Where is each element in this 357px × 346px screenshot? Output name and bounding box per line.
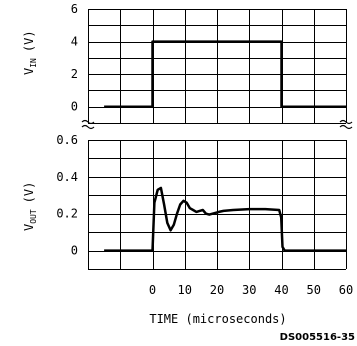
vout-tick-label: 0 bbox=[71, 244, 78, 258]
vin-tick-labels: 6 4 2 0 bbox=[71, 2, 78, 114]
time-tick-label: 40 bbox=[274, 283, 288, 297]
vin-trace bbox=[104, 40, 346, 108]
axis-break-right-icon bbox=[339, 119, 353, 130]
time-tick-label: 60 bbox=[339, 283, 353, 297]
time-tick-label: 30 bbox=[242, 283, 256, 297]
time-tick-label: 0 bbox=[149, 283, 156, 297]
vin-axis-label: VIN(V) bbox=[22, 30, 38, 75]
vout-axis-label: VOUT(V) bbox=[22, 182, 38, 231]
vout-tick-label: 0.4 bbox=[56, 170, 78, 184]
lower-panel-grid bbox=[88, 140, 347, 270]
document-code: DS005516-35 bbox=[280, 332, 355, 343]
vin-tick-label: 0 bbox=[71, 100, 78, 114]
time-tick-label: 20 bbox=[210, 283, 224, 297]
vin-tick-label: 2 bbox=[71, 67, 78, 81]
time-tick-label: 50 bbox=[307, 283, 321, 297]
vout-trace bbox=[104, 186, 346, 252]
time-tick-label: 10 bbox=[178, 283, 192, 297]
upper-panel-grid bbox=[88, 9, 347, 124]
vout-tick-labels: 0.6 0.4 0.2 0 bbox=[56, 133, 78, 258]
vout-tick-label: 0.6 bbox=[56, 133, 78, 147]
time-tick-labels: 0 10 20 30 40 50 60 bbox=[149, 283, 353, 297]
time-axis-label: TIME (microseconds) bbox=[149, 312, 286, 326]
vin-tick-label: 6 bbox=[71, 2, 78, 16]
vout-tick-label: 0.2 bbox=[56, 207, 78, 221]
vin-tick-label: 4 bbox=[71, 35, 78, 49]
axis-break-left-icon bbox=[81, 119, 95, 130]
